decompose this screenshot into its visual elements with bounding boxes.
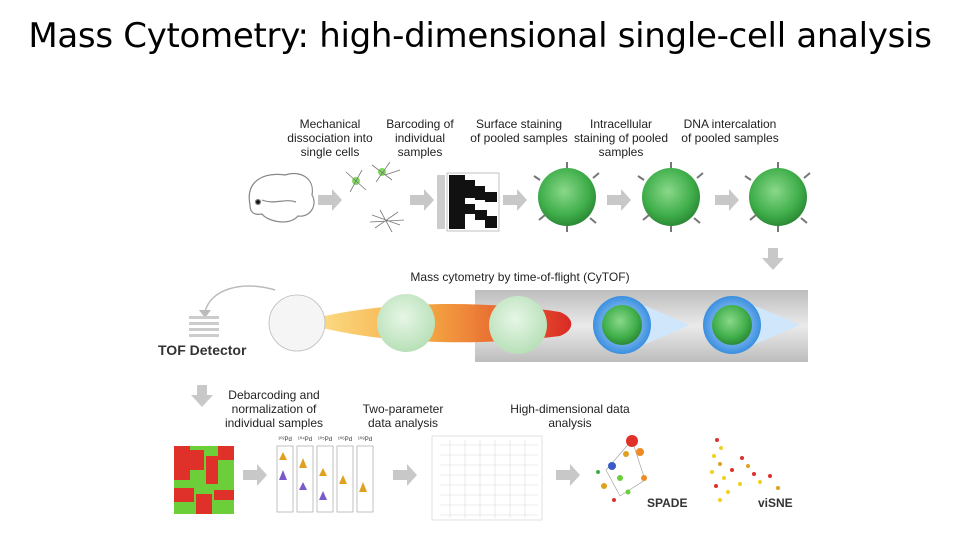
brain-illustration [248,173,315,223]
debarcoding-heatmap [174,446,234,514]
cell-dna-intercalated [744,162,811,232]
step-label-barcoding: Barcoding of individual samples [386,117,454,159]
step-label-mechanical: Mechanical dissociation into single cell… [287,117,373,159]
flow-arrows-top [318,189,784,270]
flow-arrow-down [191,385,213,407]
step-label-cytof: Mass cytometry by time-of-flight (CyTOF) [410,270,630,284]
cell-surface-stained [533,162,600,232]
tof-detector-label: TOF Detector [158,342,247,358]
hist-label: ¹⁰⁴Pd [298,436,312,443]
barcode-matrix [437,172,500,232]
step-label-high-dim: High-dimensional data analysis [510,402,630,430]
hist-label: ¹⁰⁸Pd [358,436,372,443]
visne-plot [710,438,780,502]
cytof-panel [268,290,808,362]
hist-label: ¹⁰²Pd [278,436,292,443]
step-label-dna: DNA intercalation of pooled samples [681,117,779,145]
spade-plot [596,435,647,502]
step-label-debarcoding: Debarcoding and normalization of individ… [224,388,324,430]
visne-label: viSNE [758,496,793,510]
step-label-intracellular: Intracellular staining of pooled samples [573,117,669,159]
dissociated-cells-illustration [345,161,405,233]
histogram-panel [276,445,374,513]
hist-label: ¹⁰⁵Pd [318,436,332,443]
step-label-surface: Surface staining of pooled samples [470,117,568,145]
biaxial-plot-grid [431,435,543,521]
cell-intracellular-stained [637,162,704,232]
hist-label: ¹⁰⁶Pd [338,436,352,443]
step-label-two-param: Two-parameter data analysis [362,402,444,430]
flow-arrows-bottom [243,464,580,486]
tof-detector-icon [189,285,276,337]
page-title: Mass Cytometry: high-dimensional single-… [28,16,932,56]
spade-label: SPADE [647,496,688,510]
